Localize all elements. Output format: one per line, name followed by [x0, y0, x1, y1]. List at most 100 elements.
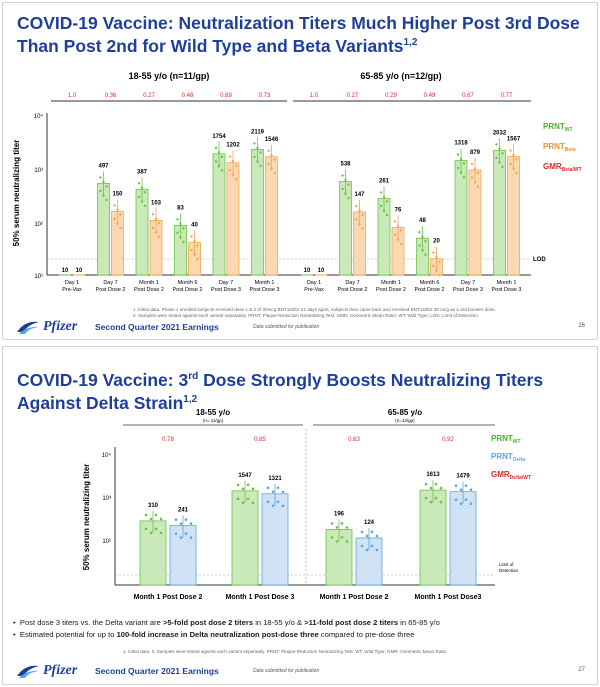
data-point-wt	[495, 156, 498, 160]
data-point-wt	[140, 186, 144, 189]
data-point-wt	[149, 517, 153, 521]
legend: PRNTWT PRNTBeta GMRBeta/WT	[543, 122, 582, 173]
x-tick-label: Month 6	[178, 280, 198, 286]
data-point-delta	[179, 536, 183, 539]
data-point-wt	[236, 497, 240, 501]
x-tick-label: Month 1	[381, 280, 401, 286]
data-point-wt	[105, 185, 108, 188]
data-point-beta	[119, 213, 122, 216]
gmr-label: 0.27	[143, 93, 155, 99]
data-point-beta	[476, 185, 480, 188]
data-point-beta	[116, 208, 119, 212]
value-label-wt: 2119	[251, 129, 265, 135]
bar-beta	[468, 169, 482, 276]
data-point-wt	[217, 164, 221, 168]
slide1-footnote-1: 1. Initial data. Phase 1 enrolled subjec…	[133, 307, 496, 312]
data-point-wt	[182, 240, 185, 244]
data-point-beta	[228, 155, 232, 158]
data-point-wt	[256, 160, 259, 163]
value-label-beta: 879	[470, 150, 481, 156]
data-point-beta	[355, 218, 358, 221]
data-point-wt	[439, 500, 443, 504]
data-point-beta	[432, 251, 435, 254]
value-label-wt: 83	[177, 205, 184, 211]
data-point-wt	[385, 200, 389, 203]
earnings-label: Second Quarter 2021 Earnings	[95, 322, 219, 332]
data-point-beta	[116, 222, 119, 225]
data-point-wt	[217, 151, 221, 154]
data-point-wt	[140, 200, 144, 203]
data-point-wt	[251, 501, 255, 505]
data-point-beta	[193, 239, 196, 243]
lod-label: LOD	[533, 257, 546, 263]
y-tick-10-1: 10¹	[34, 274, 43, 280]
data-point-wt	[462, 162, 466, 165]
data-point-wt	[421, 249, 424, 252]
slide2-title-b: Dose Strongly Boosts Neutralizing Titers	[198, 369, 544, 390]
data-point-wt	[347, 196, 350, 200]
slide2-title: COVID-19 Vaccine: 3rd Dose Strongly Boos…	[17, 367, 543, 413]
data-point-delta	[266, 500, 270, 504]
value-label-delta: 241	[178, 508, 189, 514]
data-point-beta	[515, 171, 518, 175]
data-point-beta	[393, 233, 397, 237]
data-point-beta	[267, 163, 270, 166]
data-point-beta	[515, 158, 518, 161]
data-point-delta	[464, 498, 468, 501]
value-label-wt: 1754	[212, 134, 226, 140]
data-point-delta	[365, 534, 369, 538]
data-point-delta	[184, 518, 188, 521]
group-label-65-85: 65-85 y/o	[388, 408, 422, 417]
data-point-beta	[273, 158, 276, 161]
x-tick-label: Post Dose 3	[492, 287, 522, 293]
data-point-delta	[464, 484, 468, 487]
data-point-delta	[184, 532, 188, 535]
data-point-beta	[270, 154, 273, 157]
pfizer-logo-text: Pfizer	[43, 663, 78, 678]
data-point-wt	[418, 244, 421, 247]
value-label-beta: 40	[191, 222, 198, 228]
x-tick-label: Post Dose 2	[376, 287, 406, 293]
value-label-wt: 1613	[426, 472, 440, 478]
data-point-beta	[157, 222, 161, 225]
data-point-beta	[113, 204, 116, 207]
data-point-wt	[137, 195, 141, 198]
data-point-wt	[341, 174, 344, 177]
gmr-label: 0.77	[501, 93, 513, 99]
data-point-beta	[273, 172, 276, 175]
data-point-delta	[375, 534, 379, 538]
gmr-label: 0.78	[162, 437, 174, 443]
data-point-delta	[370, 530, 374, 534]
slide2-title-sup: 1,2	[183, 393, 198, 405]
data-point-beta	[358, 209, 361, 212]
data-point-wt	[456, 153, 460, 156]
data-point-beta	[473, 167, 477, 170]
bar-beta	[507, 156, 520, 276]
data-point-delta	[469, 502, 473, 505]
x-tick-label: Month 6	[420, 280, 440, 286]
value-label-wt: 538	[340, 162, 351, 168]
data-point-beta	[190, 248, 193, 252]
data-point-beta	[193, 253, 196, 256]
value-label-delta: 124	[364, 520, 375, 526]
data-point-wt	[149, 531, 153, 535]
x-tick-label: Month 1	[497, 280, 517, 286]
x-tick-label: Pre-Vax	[304, 287, 324, 293]
x-tick-label: Month 1 Post Dose3	[415, 594, 482, 601]
submitted-note: Data submitted for publication	[253, 668, 320, 674]
data-point-wt	[251, 487, 255, 491]
data-point-beta	[267, 149, 270, 152]
data-point-wt	[344, 192, 347, 195]
data-point-wt	[246, 497, 250, 501]
data-point-wt	[102, 180, 105, 184]
data-point-beta	[473, 180, 477, 184]
data-point-beta	[196, 257, 199, 261]
slide1-footnote-2: 2. Samples were tested against each vari…	[133, 313, 478, 318]
data-point-wt	[102, 194, 105, 197]
slide-beta-variant: COVID-19 Vaccine: Neutralization Titers …	[2, 2, 598, 340]
slide2-title-line2: Against Delta Strain	[17, 392, 184, 413]
x-tick-label: Post Dose 2	[173, 287, 203, 293]
data-point-wt	[459, 157, 463, 161]
legend-prnt-delta: PRNTDelta	[491, 452, 525, 463]
gmr-label: 0.36	[105, 93, 117, 99]
